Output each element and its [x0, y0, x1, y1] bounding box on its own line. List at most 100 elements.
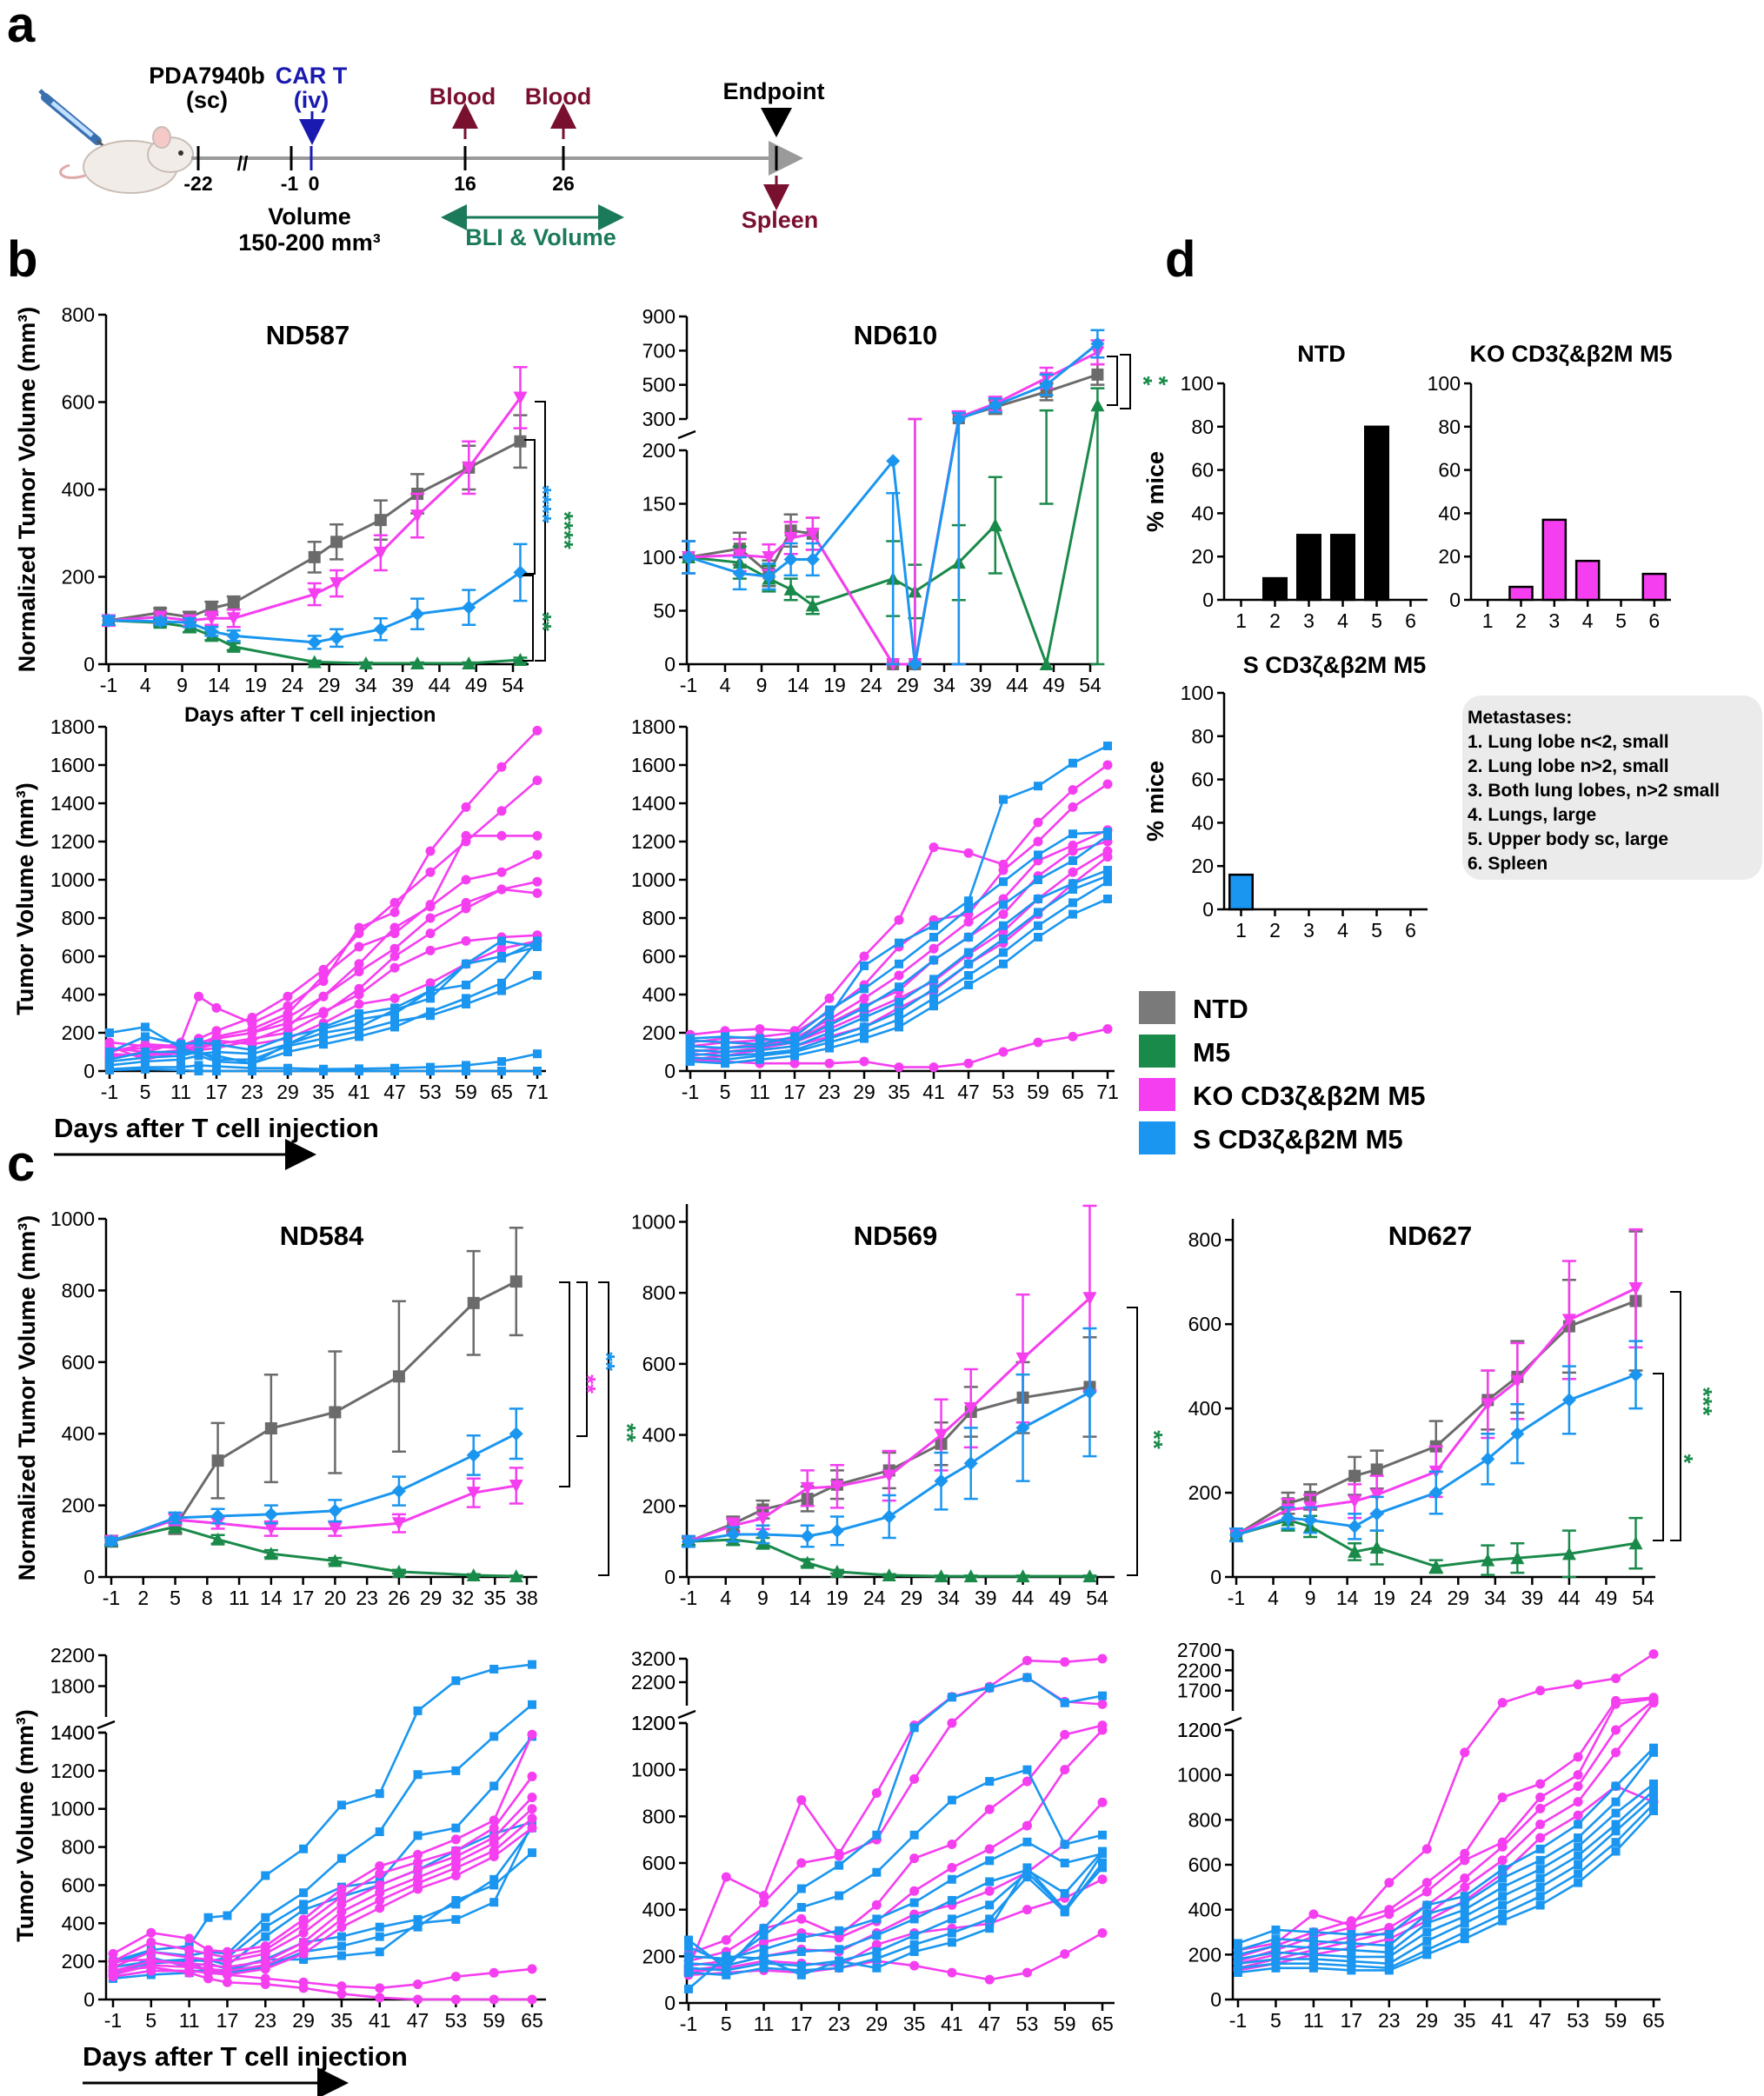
mouse-line-s	[1237, 1789, 1654, 1960]
data-point-ntd	[509, 1275, 523, 1288]
mouse-point-ko	[146, 1954, 156, 1965]
x-tick-label: 24	[1410, 1587, 1433, 1609]
mouse-point-ko	[859, 1056, 869, 1067]
mouse-point-s	[860, 1003, 869, 1013]
x-tick-label: 1	[1482, 609, 1494, 632]
mouse-point-ko	[389, 943, 400, 954]
mouse-point-s	[759, 1931, 769, 1940]
y-tick-label: 800	[642, 1805, 676, 1827]
data-point-m5	[307, 655, 322, 669]
tl-tick-26: 26	[552, 172, 575, 195]
data-point-m5	[391, 1564, 406, 1578]
data-point-s	[756, 1527, 770, 1541]
mouse-point-s	[796, 1961, 806, 1971]
metastases-box: Metastases: 1. Lung lobe n<2, small 2. L…	[1462, 695, 1762, 880]
mouse-point-s	[390, 1016, 399, 1026]
data-point-ko	[1561, 1314, 1576, 1327]
x-tick-label: 9	[757, 1587, 769, 1609]
data-point-s	[1561, 1393, 1576, 1407]
mouse-point-s	[929, 921, 938, 930]
y-tick-label: 2200	[50, 1644, 95, 1667]
data-point-m5	[1082, 1569, 1097, 1583]
mouse-point-s	[1234, 1968, 1242, 1977]
data-point-s	[805, 552, 820, 567]
mouse-point-s	[1384, 1941, 1394, 1950]
mouse-point-s	[413, 1706, 423, 1715]
mouse-point-ko	[1033, 836, 1043, 847]
y-tick-label: 1800	[631, 715, 676, 738]
y-tick-label: 800	[62, 303, 95, 326]
mouse-point-s	[964, 904, 973, 913]
y-tick-label: 600	[62, 391, 95, 414]
y-tick-label: 100	[642, 546, 676, 569]
chart-title: KO CD3ζ&β2M M5	[1470, 341, 1673, 367]
mouse-point-ko	[894, 970, 904, 981]
x-tick-label: -1	[680, 2013, 697, 2035]
mouse-point-s	[336, 1951, 346, 1960]
x-tick-label: 47	[1529, 2009, 1552, 2032]
mouse-point-s	[1498, 1892, 1508, 1901]
data-point-ko	[732, 549, 747, 562]
mouse-point-s	[462, 1067, 470, 1075]
mouse-point-s	[1611, 1808, 1621, 1818]
mouse-point-s	[1649, 1807, 1658, 1815]
y-tick-label: 600	[62, 1351, 95, 1374]
x-tick-label: 65	[490, 1081, 513, 1103]
mouse-point-ko	[1068, 785, 1078, 795]
mouse-line-ko	[688, 1676, 1103, 1955]
syringe-icon	[38, 89, 109, 151]
mouse-point-s	[872, 1914, 882, 1924]
mouse-point-ko	[336, 1988, 347, 1999]
y-tick-label: 80	[1191, 416, 1214, 438]
x-tick-label: 4	[1582, 609, 1594, 632]
mouse-point-s	[497, 1057, 506, 1066]
data-point-s	[462, 600, 476, 615]
mouse-line-s	[688, 1862, 1104, 1977]
mouse-point-s	[860, 1028, 869, 1037]
mouse-point-ko	[721, 1935, 731, 1946]
mouse-point-ko	[461, 935, 471, 946]
data-point-ntd	[330, 536, 343, 549]
x-tick-label: 29	[1415, 2009, 1438, 2032]
mouse-point-s	[1535, 1892, 1545, 1901]
mouse-point-s	[1271, 1941, 1281, 1950]
mouse-point-s	[1060, 1859, 1069, 1867]
mouse-point-s	[1022, 1673, 1032, 1682]
x-tick-label: 9	[176, 674, 188, 696]
data-point-m5	[963, 1569, 978, 1583]
mouse-point-ko	[184, 1967, 195, 1978]
data-point-ko	[934, 1428, 949, 1442]
mouse-point-s	[722, 1966, 731, 1975]
mouse-point-s	[1498, 1873, 1508, 1883]
volume-label: Volume	[268, 203, 351, 230]
data-point-s	[908, 657, 922, 671]
mouse-point-s	[141, 1032, 150, 1041]
x-tick-label: 44	[1012, 1587, 1035, 1609]
days-arrow-label-c: Days after T cell injection	[83, 2041, 408, 2072]
x-tick-label: 5	[721, 2013, 732, 2035]
x-tick-label: 2	[1269, 609, 1281, 632]
mouse-line-s	[688, 1853, 1104, 1972]
mouse-point-s	[985, 1856, 995, 1866]
mouse-point-ko	[859, 993, 869, 1003]
x-tick-label: 23	[1378, 2009, 1401, 2032]
mouse-point-s	[1271, 1925, 1281, 1934]
mouse-point-s	[1347, 1939, 1356, 1948]
x-tick-label: 41	[941, 2013, 963, 2035]
mouse-point-s	[1347, 1930, 1356, 1940]
x-tick-label: 14	[787, 674, 809, 696]
data-point-ko	[226, 612, 241, 626]
mouse-point-ko	[461, 875, 471, 885]
mouse-point-s	[1384, 1930, 1394, 1940]
mouse-icon	[59, 126, 194, 194]
mouse-point-s	[105, 1048, 114, 1056]
mouse-point-s	[825, 1038, 834, 1047]
mouse-point-s	[426, 986, 435, 995]
data-point-s	[1090, 336, 1105, 351]
y-tick-label: 200	[642, 439, 676, 462]
mouse-point-s	[194, 1061, 203, 1070]
mouse-line-s	[688, 1676, 1103, 1970]
mouse-point-s	[909, 1723, 919, 1733]
mouse-point-s	[1308, 1950, 1318, 1960]
